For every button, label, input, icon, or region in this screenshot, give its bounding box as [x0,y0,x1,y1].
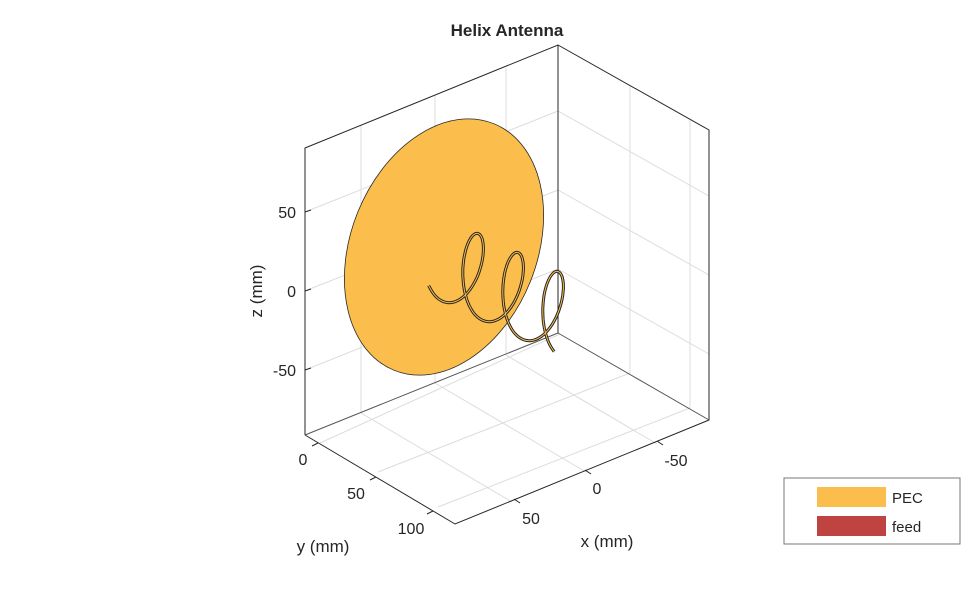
z-ticks [304,209,312,371]
z-axis-label: z (mm) [247,265,266,318]
x-ticks [513,440,664,504]
legend-label-pec: PEC [892,490,923,507]
helix-conductor [427,231,565,353]
x-tick-label: 50 [522,511,540,528]
z-tick-label: 0 [287,284,296,301]
z-tick-label: 50 [278,205,296,222]
z-tick-label: -50 [273,363,296,380]
y-tick-label: 100 [398,521,425,538]
helix-wire [428,232,564,352]
legend-swatch-feed [817,516,886,536]
chart-title: Helix Antenna [451,21,564,40]
legend-swatch-pec [817,487,886,507]
x-tick-label: 0 [593,481,602,498]
x-axis-label: x (mm) [581,532,634,551]
axes-box [304,44,710,525]
y-ticks [311,442,434,515]
grid-lines [304,68,710,508]
pec-ground-disc [344,118,544,376]
x-tick-label: -50 [664,453,687,470]
y-tick-label: 0 [299,452,308,469]
legend[interactable]: PEC feed [783,477,961,545]
y-axis-label: y (mm) [297,537,350,556]
legend-label-feed: feed [892,519,921,536]
y-tick-label: 50 [347,486,365,503]
